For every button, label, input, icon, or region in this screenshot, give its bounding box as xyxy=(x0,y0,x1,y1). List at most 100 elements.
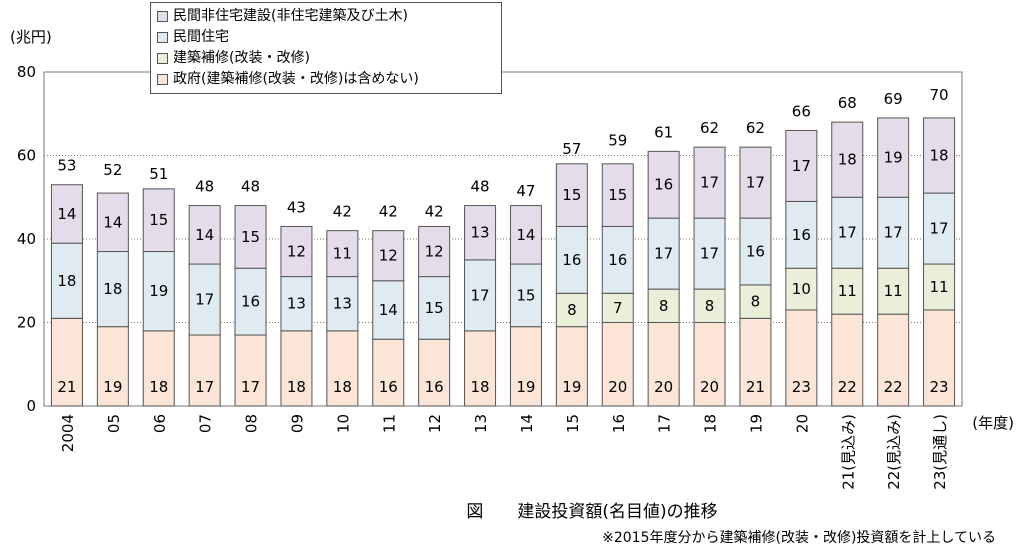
data-label: 14 xyxy=(103,213,122,231)
bar-segment-private-residential xyxy=(509,263,542,328)
data-label: 23 xyxy=(930,378,949,396)
bar-segment-government xyxy=(923,309,956,407)
figure-caption: 図 建設投資額(名目値)の推移 xyxy=(0,497,1024,522)
bar-segment-government xyxy=(693,322,726,407)
bar-segment-government xyxy=(877,313,910,407)
bar-segment-renovation xyxy=(739,284,772,319)
bar-segment-private-nonresidential xyxy=(188,205,221,265)
bar-segment-private-residential xyxy=(142,251,175,332)
bar-segment-private-nonresidential xyxy=(464,205,497,261)
bar-segment-government xyxy=(647,322,680,407)
y-tick-label: 0 xyxy=(26,397,36,415)
total-label: 42 xyxy=(425,203,444,221)
total-label: 61 xyxy=(654,123,673,141)
data-label: 13 xyxy=(471,224,490,242)
x-tick-label: 06 xyxy=(151,414,169,433)
bar-segment-government xyxy=(326,330,359,407)
data-label: 11 xyxy=(884,282,903,300)
bar-segment-government xyxy=(50,317,83,407)
data-label: 19 xyxy=(884,149,903,167)
data-label: 7 xyxy=(613,299,623,317)
total-label: 47 xyxy=(516,182,535,200)
data-label: 18 xyxy=(287,378,306,396)
data-label: 17 xyxy=(700,245,719,263)
data-label: 17 xyxy=(700,174,719,192)
figure-caption-text: 図 建設投資額(名目値)の推移 xyxy=(466,502,718,522)
data-label: 14 xyxy=(195,226,214,244)
bar-segment-private-residential xyxy=(923,192,956,265)
legend-swatch xyxy=(157,11,168,22)
x-tick-label: 2004 xyxy=(59,414,77,452)
y-tick-label: 20 xyxy=(17,314,36,332)
bar-segment-private-residential xyxy=(418,276,451,340)
bar-segment-government xyxy=(785,309,818,407)
bar-segment-private-nonresidential xyxy=(739,146,772,219)
legend-item-private-nonresidential: 民間非住宅建設(非住宅建築及び土木) xyxy=(157,6,495,27)
data-label: 8 xyxy=(751,293,761,311)
total-label: 62 xyxy=(746,119,765,137)
data-label: 16 xyxy=(792,226,811,244)
bar-segment-private-nonresidential xyxy=(601,163,634,227)
bar-segment-private-nonresidential xyxy=(418,225,451,278)
data-label: 8 xyxy=(705,297,715,315)
bar-segment-private-residential xyxy=(877,196,910,269)
data-label: 17 xyxy=(195,291,214,309)
data-label: 17 xyxy=(471,286,490,304)
data-label: 14 xyxy=(379,301,398,319)
legend-swatch xyxy=(157,74,168,85)
bar-segment-private-nonresidential xyxy=(509,205,542,265)
data-label: 18 xyxy=(930,147,949,165)
bar-segment-private-nonresidential xyxy=(96,192,129,253)
x-tick-label: 08 xyxy=(243,414,261,433)
data-label: 17 xyxy=(746,174,765,192)
bar-segment-renovation xyxy=(877,267,910,315)
data-label: 11 xyxy=(838,282,857,300)
x-tick-label: 10 xyxy=(334,414,352,433)
x-tick-label: 09 xyxy=(288,414,306,433)
total-label: 53 xyxy=(57,157,76,175)
bar-segment-renovation xyxy=(601,292,634,323)
data-label: 12 xyxy=(425,243,444,261)
total-label: 69 xyxy=(884,90,903,108)
bar-segment-renovation xyxy=(785,267,818,311)
data-label: 15 xyxy=(149,211,168,229)
bar-segment-renovation xyxy=(831,267,864,315)
data-label: 23 xyxy=(792,378,811,396)
total-label: 48 xyxy=(195,178,214,196)
data-label: 16 xyxy=(425,378,444,396)
bar-segment-private-residential xyxy=(96,251,129,328)
data-label: 18 xyxy=(149,378,168,396)
x-tick-label: 16 xyxy=(610,414,628,433)
data-label: 15 xyxy=(241,228,260,246)
total-label: 48 xyxy=(471,178,490,196)
bar-segment-government xyxy=(739,317,772,407)
x-tick-label: 07 xyxy=(197,414,215,433)
bar-segment-renovation xyxy=(647,288,680,324)
bar-segment-renovation xyxy=(923,263,956,311)
data-label: 18 xyxy=(57,272,76,290)
bar-segment-private-residential xyxy=(326,276,359,332)
data-label: 17 xyxy=(654,245,673,263)
bar-segment-private-residential xyxy=(601,225,634,294)
bar-segment-private-residential xyxy=(647,217,680,290)
data-label: 17 xyxy=(241,378,260,396)
x-tick-label: 19 xyxy=(747,414,765,433)
bar-segment-private-nonresidential xyxy=(142,188,175,253)
data-label: 19 xyxy=(516,378,535,396)
x-tick-label: 15 xyxy=(564,414,582,433)
total-label: 66 xyxy=(792,102,811,120)
legend-label: 建築補修(改装・改修) xyxy=(173,50,310,66)
chart-legend: 民間非住宅建設(非住宅建築及び土木) 民間住宅 建築補修(改装・改修) 政府(建… xyxy=(150,2,502,94)
bar-segment-private-nonresidential xyxy=(693,146,726,219)
bar-segment-private-nonresidential xyxy=(831,121,864,198)
total-label: 62 xyxy=(700,119,719,137)
data-label: 22 xyxy=(884,378,903,396)
bar-segment-private-residential xyxy=(280,276,313,332)
footnote: ※2015年度分から建築補修(改装・改修)投資額を計上している xyxy=(602,530,996,546)
data-label: 20 xyxy=(608,378,627,396)
legend-label: 民間住宅 xyxy=(173,29,229,45)
bar-segment-government xyxy=(142,330,175,407)
x-tick-label: 21(見込み) xyxy=(839,414,857,490)
bar-segment-private-residential xyxy=(693,217,726,290)
